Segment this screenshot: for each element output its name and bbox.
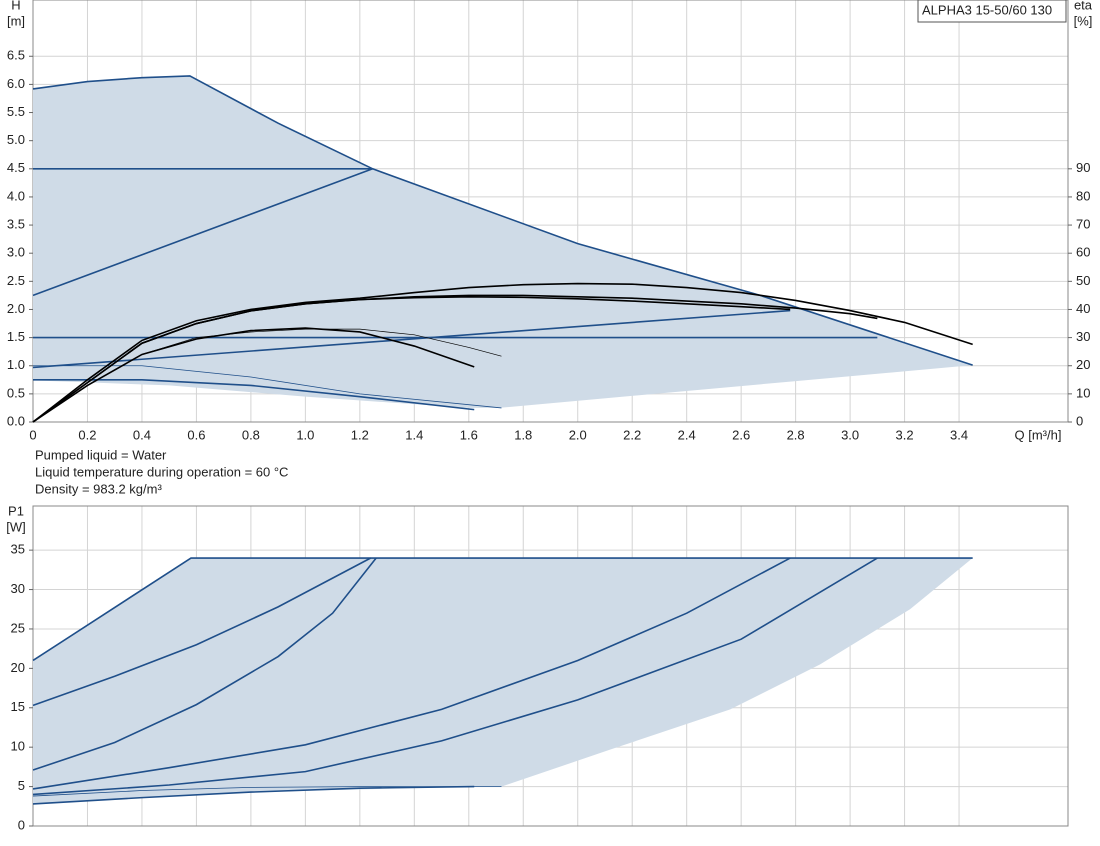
performance-curve — [32, 785, 475, 805]
y2-tick-label: 50 — [1076, 273, 1090, 288]
title-box — [917, 0, 1067, 23]
x-tick-label: 1.2 — [351, 427, 369, 442]
performance-curve — [32, 557, 878, 796]
y-tick-label: 25 — [11, 620, 25, 635]
x-tick-label: 0.4 — [133, 427, 151, 442]
efficiency-curve — [32, 282, 973, 423]
x-tick-label: 1.0 — [296, 427, 314, 442]
efficiency-curve — [32, 328, 502, 423]
performance-curve — [32, 557, 372, 707]
operating-area — [33, 558, 973, 804]
y-tick-label: 6.5 — [7, 48, 25, 63]
performance-curve — [32, 168, 373, 297]
y-tick-label: 5.5 — [7, 104, 25, 119]
y-tick-label: 2.5 — [7, 273, 25, 288]
note: Density = 983.2 kg/m³ — [35, 481, 162, 496]
y-tick-label: 35 — [11, 542, 25, 557]
y-tick-label: 10 — [11, 739, 25, 754]
performance-curve — [32, 786, 502, 797]
y2-tick-label: 0 — [1076, 413, 1083, 428]
y-tick-label: 0.0 — [7, 413, 25, 428]
x-tick-label: 0.8 — [242, 427, 260, 442]
y2-tick-label: 90 — [1076, 160, 1090, 175]
y2-tick-label: 40 — [1076, 301, 1090, 316]
chart-title: ALPHA3 15-50/60 130 — [922, 2, 1052, 17]
y-label: P1 — [8, 503, 24, 518]
y-label: H — [11, 0, 20, 12]
y-tick-label: 2.0 — [7, 301, 25, 316]
x-tick-label: 2.8 — [787, 427, 805, 442]
x-tick-label: 3.0 — [841, 427, 859, 442]
y2-tick-label: 20 — [1076, 357, 1090, 372]
y-tick-label: 6.0 — [7, 76, 25, 91]
y-tick-label: 0.5 — [7, 385, 25, 400]
y-tick-label: 3.0 — [7, 245, 25, 260]
performance-curve — [32, 557, 377, 771]
y2-tick-label: 70 — [1076, 217, 1090, 232]
x-tick-label: 0 — [29, 427, 36, 442]
x-tick-label: 0.6 — [187, 427, 205, 442]
y-tick-label: 1.0 — [7, 357, 25, 372]
performance-curve — [32, 75, 973, 366]
y-tick-label: 0 — [18, 817, 25, 832]
x-tick-label: 1.6 — [460, 427, 478, 442]
x-tick-label: 2.2 — [623, 427, 641, 442]
efficiency-curve — [32, 296, 791, 423]
y-tick-label: 4.0 — [7, 188, 25, 203]
y2-tick-label: 10 — [1076, 385, 1090, 400]
y2-tick-label: 30 — [1076, 329, 1090, 344]
y2-tick-label: 60 — [1076, 245, 1090, 260]
operating-area — [33, 75, 973, 408]
y-tick-label: 3.5 — [7, 217, 25, 232]
y-tick-label: 4.5 — [7, 160, 25, 175]
x-tick-label: 2.4 — [678, 427, 696, 442]
y-tick-label: 30 — [11, 581, 25, 596]
x-tick-label: 3.4 — [950, 427, 968, 442]
x-label: Q [m³/h] — [1015, 427, 1062, 442]
performance-curve — [32, 309, 791, 369]
x-tick-label: 3.2 — [896, 427, 914, 442]
y-tick-label: 1.5 — [7, 329, 25, 344]
x-tick-label: 1.4 — [405, 427, 423, 442]
note: Pumped liquid = Water — [35, 447, 167, 462]
y-tick-label: 15 — [11, 699, 25, 714]
performance-curve — [33, 379, 475, 411]
y2-label: eta — [1074, 0, 1093, 12]
y-tick-label: 5.0 — [7, 132, 25, 147]
note: Liquid temperature during operation = 60… — [35, 464, 288, 479]
x-tick-label: 2.0 — [569, 427, 587, 442]
x-tick-label: 2.6 — [732, 427, 750, 442]
y-unit: [W] — [6, 519, 26, 534]
performance-curve — [32, 557, 973, 662]
y-tick-label: 5 — [18, 778, 25, 793]
x-tick-label: 0.2 — [78, 427, 96, 442]
performance-curve — [32, 557, 791, 790]
y-tick-label: 20 — [11, 660, 25, 675]
x-tick-label: 1.8 — [514, 427, 532, 442]
y2-unit: [%] — [1074, 13, 1093, 28]
y2-tick-label: 80 — [1076, 188, 1090, 203]
y-unit: [m] — [7, 13, 25, 28]
